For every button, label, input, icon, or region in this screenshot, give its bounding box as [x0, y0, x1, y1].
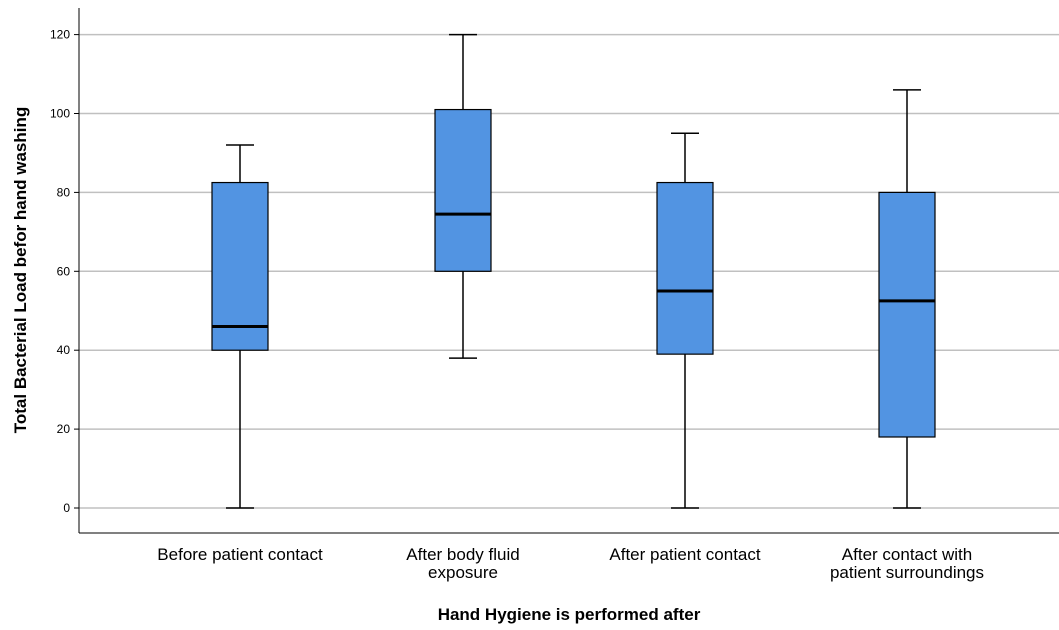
y-axis-title: Total Bacterial Load befor hand washing — [11, 107, 30, 434]
x-category-label-4: After contact with patient surroundings — [830, 545, 984, 582]
y-tick-label-60: 60 — [57, 264, 71, 278]
iqr-box — [434, 108, 492, 272]
iqr-box — [656, 181, 714, 355]
axes — [78, 8, 1059, 534]
category-label-line: patient surroundings — [830, 563, 984, 582]
category-label-line: After contact with — [842, 545, 972, 564]
y-tick-label-120: 120 — [50, 28, 70, 42]
box-group-2 — [434, 33, 492, 359]
category-label-line: After patient contact — [609, 545, 760, 564]
x-category-label-1: Before patient contact — [157, 545, 323, 564]
y-ticks: 0 20 40 60 80 100 120 — [50, 28, 79, 515]
x-category-labels: Before patient contact After body fluid ex… — [157, 545, 984, 582]
box-group-1 — [211, 144, 269, 509]
box-group-4 — [878, 89, 936, 509]
y-tick-label-40: 40 — [57, 343, 71, 357]
iqr-box — [878, 191, 936, 438]
y-tick-label-20: 20 — [57, 422, 71, 436]
y-tick-label-100: 100 — [50, 107, 70, 121]
category-label-line: After body fluid — [406, 545, 519, 564]
x-axis-title: Hand Hygiene is performed after — [438, 605, 701, 624]
box-group-3 — [656, 132, 714, 509]
x-category-label-3: After patient contact — [609, 545, 760, 564]
x-category-label-2: After body fluid exposure — [406, 545, 519, 582]
category-label-line: exposure — [428, 563, 498, 582]
category-label-line: Before patient contact — [157, 545, 323, 564]
y-tick-label-80: 80 — [57, 185, 71, 199]
iqr-box — [211, 181, 269, 351]
box-series — [211, 33, 936, 509]
y-tick-label-0: 0 — [63, 501, 70, 515]
